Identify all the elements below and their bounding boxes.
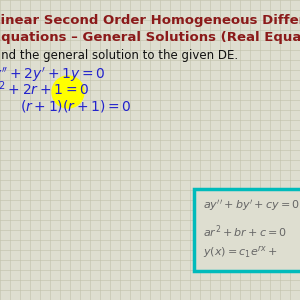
Circle shape (52, 76, 84, 108)
Text: $(r + 1)(r + 1) = 0$: $(r + 1)(r + 1) = 0$ (20, 98, 132, 114)
Text: $ay'' + by' + cy = 0$: $ay'' + by' + cy = 0$ (203, 198, 300, 213)
Text: Find the general solution to the given DE.: Find the general solution to the given D… (0, 49, 238, 62)
FancyBboxPatch shape (194, 189, 300, 271)
Text: $y(x) = c_1 e^{rx} +$: $y(x) = c_1 e^{rx} +$ (203, 245, 278, 260)
Text: $y'' + 2y' + 1y = 0$: $y'' + 2y' + 1y = 0$ (0, 66, 106, 84)
Text: $ar^2 + br + c = 0$: $ar^2 + br + c = 0$ (203, 223, 287, 240)
Text: $r^2 + 2r + 1 = 0$: $r^2 + 2r + 1 = 0$ (0, 79, 89, 98)
Text: Equations – General Solutions (Real Equal Roots): Equations – General Solutions (Real Equa… (0, 31, 300, 44)
Text: Linear Second Order Homogeneous Differential Equations: Linear Second Order Homogeneous Differen… (0, 14, 300, 27)
